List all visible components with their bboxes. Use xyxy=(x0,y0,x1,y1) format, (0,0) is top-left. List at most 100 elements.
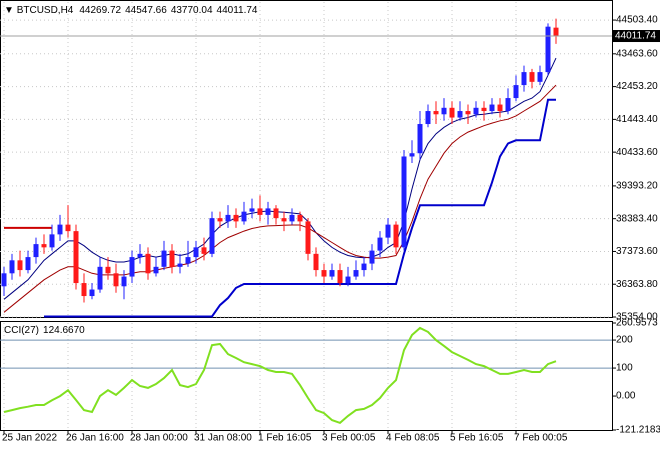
candle-body xyxy=(297,214,303,222)
candle-body xyxy=(217,218,223,222)
x-tick-label: 5 Feb 16:05 xyxy=(450,433,504,444)
candle-body xyxy=(153,266,159,274)
candle-body xyxy=(185,257,191,264)
x-tick-label: 25 Jan 2022 xyxy=(2,433,57,444)
pane-border xyxy=(0,321,613,431)
candle-body xyxy=(129,257,135,277)
y-tick-label: 39393.20 xyxy=(616,181,658,192)
candle-body xyxy=(433,111,439,115)
y-tick-label: -121.2183 xyxy=(616,425,660,436)
indicator-value: 124.6670 xyxy=(43,325,85,336)
x-tick-label: 7 Feb 00:05 xyxy=(514,433,568,444)
y-tick-label: 42453.20 xyxy=(616,81,658,92)
candle-body xyxy=(361,263,367,271)
candle-body xyxy=(337,270,343,284)
candle-body xyxy=(241,211,247,222)
cci-line xyxy=(3,326,557,425)
candle-body xyxy=(209,218,215,254)
close-value: 44011.74 xyxy=(217,5,258,16)
candle-body xyxy=(457,111,463,118)
candle-body xyxy=(513,85,519,99)
candle-body xyxy=(353,270,359,277)
high-value: 44547.66 xyxy=(125,5,167,16)
candle-body xyxy=(249,208,255,212)
y-tick-label: 40433.60 xyxy=(616,147,658,158)
candle-body xyxy=(417,124,423,154)
candle-body xyxy=(81,283,87,297)
x-tick-label: 1 Feb 16:05 xyxy=(258,433,312,444)
candle-body xyxy=(225,214,231,222)
candle-body xyxy=(73,231,79,284)
header: ▼ BTCUSD,H4 44269.72 44547.66 43770.04 44011… xyxy=(4,5,258,16)
indicator-line xyxy=(44,98,556,318)
candle-body xyxy=(345,276,351,284)
candle-body xyxy=(553,27,559,37)
candle-body xyxy=(329,270,335,277)
x-tick-label: 31 Jan 08:00 xyxy=(194,433,252,444)
pane-border xyxy=(0,0,613,318)
candle-body xyxy=(9,260,15,274)
price-label-box xyxy=(612,30,660,43)
indicator-header: CCI(27) 124.6670 xyxy=(4,325,85,336)
y-tick-label: 36363.80 xyxy=(616,279,658,290)
candle-body xyxy=(529,72,535,82)
candle-body xyxy=(97,266,103,290)
candle-body xyxy=(305,221,311,254)
candle-body xyxy=(481,107,487,112)
candle-body xyxy=(393,224,399,248)
candle-body xyxy=(57,224,63,235)
y-tick-label: 38383.40 xyxy=(616,213,658,224)
candle-body xyxy=(265,208,271,215)
collapse-arrow[interactable]: ▼ xyxy=(4,5,17,16)
candle-body xyxy=(65,224,71,232)
candle-body xyxy=(321,270,327,277)
y-tick-label: 43463.60 xyxy=(616,48,658,59)
y-tick-label: 37373.60 xyxy=(616,246,658,257)
candle-body xyxy=(89,289,95,297)
candle-body xyxy=(105,266,111,274)
indicator-line xyxy=(3,84,557,313)
candle-body xyxy=(409,153,415,157)
candle-body xyxy=(281,218,287,222)
y-tick-label: 41443.40 xyxy=(616,114,658,125)
candle-body xyxy=(257,208,263,215)
candle-body xyxy=(473,107,479,115)
candle-body xyxy=(497,104,503,112)
x-tick-label: 26 Jan 16:00 xyxy=(66,433,124,444)
candle-body xyxy=(161,250,167,267)
candle-body xyxy=(377,237,383,251)
candle-body xyxy=(289,214,295,222)
indicator-line xyxy=(3,57,557,300)
price-label: 44011.74 xyxy=(615,31,656,42)
candle-body xyxy=(537,72,543,82)
x-tick-label: 28 Jan 00:00 xyxy=(130,433,188,444)
y-tick-label: 35354.00 xyxy=(616,312,658,323)
y-tick-label: 44503.40 xyxy=(616,15,658,26)
candle-body xyxy=(521,72,527,86)
y-tick-label: 0.00 xyxy=(616,391,636,402)
candle-body xyxy=(465,111,471,115)
candle-body xyxy=(121,276,127,287)
candle-body xyxy=(201,247,207,254)
candle-body xyxy=(113,273,119,287)
candle-body xyxy=(401,156,407,248)
y-tick-label: 200 xyxy=(616,335,633,346)
y-tick-label: 260.9573 xyxy=(616,318,658,329)
candle-body xyxy=(177,263,183,267)
candle-body xyxy=(273,208,279,219)
y-tick-label: 100 xyxy=(616,363,633,374)
candle-body xyxy=(489,104,495,112)
open-value: 44269.72 xyxy=(79,5,121,16)
candle-body xyxy=(385,224,391,238)
candle-body xyxy=(505,98,511,112)
candle-body xyxy=(33,244,39,258)
symbol: BTCUSD,H4 xyxy=(17,5,74,16)
candle-body xyxy=(137,253,143,258)
candle-body xyxy=(441,107,447,115)
indicator-name: CCI(27) xyxy=(4,325,39,336)
candle-body xyxy=(369,250,375,264)
candle-body xyxy=(233,214,239,222)
candle-body xyxy=(17,260,23,271)
